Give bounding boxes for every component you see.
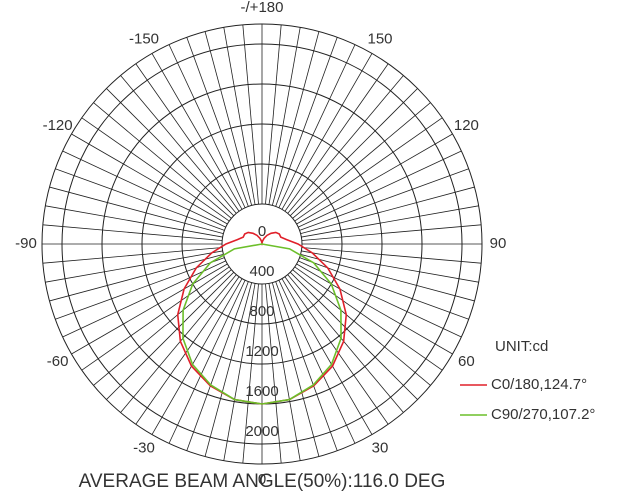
spoke (290, 272, 418, 400)
spoke (135, 63, 240, 212)
spoke (301, 250, 479, 283)
spoke (204, 31, 253, 206)
spoke (42, 247, 223, 264)
spoke (45, 250, 223, 283)
spoke (120, 274, 237, 413)
spoke (93, 269, 232, 386)
spoke (268, 27, 301, 205)
spoke (81, 117, 230, 222)
theta-tick-label: -/+180 (241, 0, 284, 16)
spoke (186, 37, 249, 207)
legend-label: C0/180,124.7° (491, 376, 587, 393)
theta-tick-label: -60 (47, 353, 69, 370)
spoke (62, 260, 226, 338)
spoke (42, 224, 223, 241)
spoke (55, 168, 225, 231)
theta-tick-label: 0 (258, 471, 266, 488)
grid-circle (181, 163, 343, 325)
spoke (301, 224, 482, 241)
spoke (287, 75, 404, 214)
theta-tick-label: 60 (458, 353, 475, 370)
spoke (168, 44, 246, 208)
spoke (223, 283, 256, 461)
annotation: AVERAGE BEAM ANGLE(50%):116.0 DEG (79, 471, 446, 492)
spoke (301, 247, 482, 264)
theta-tick-label: 30 (372, 439, 389, 456)
spoke (296, 133, 453, 225)
theta-tick-label: -30 (133, 439, 155, 456)
series-curve (182, 243, 342, 405)
grid-circle (221, 203, 303, 285)
spoke (292, 269, 431, 386)
theta-tick-label: -120 (43, 117, 73, 134)
spoke (301, 205, 479, 238)
theta-tick-label: 150 (367, 31, 392, 48)
spoke (300, 253, 475, 302)
spoke (223, 27, 256, 205)
r-tick-label: 1600 (245, 383, 278, 400)
theta-tick-label: -90 (15, 235, 37, 252)
r-tick-label: 0 (258, 223, 266, 240)
spoke (62, 150, 226, 228)
spoke (294, 117, 443, 222)
spoke (106, 272, 234, 400)
spoke (71, 133, 228, 225)
theta-tick-label: -150 (129, 31, 159, 48)
spoke (204, 282, 253, 457)
spoke (271, 31, 320, 206)
r-tick-label: 1200 (245, 343, 278, 360)
r-tick-label: 800 (249, 303, 274, 320)
spoke (49, 186, 224, 235)
spoke (287, 274, 404, 413)
spoke (281, 278, 373, 435)
spoke (106, 88, 234, 216)
spoke (278, 44, 356, 208)
spoke (265, 24, 282, 205)
r-tick-label: 2000 (245, 423, 278, 440)
grid-circle (141, 123, 383, 365)
spoke (298, 260, 462, 338)
spoke (186, 281, 249, 451)
spoke (151, 53, 243, 210)
spoke (242, 283, 259, 464)
grid-circle (61, 43, 463, 445)
spoke (271, 282, 320, 457)
spoke (268, 283, 301, 461)
spoke (120, 75, 237, 214)
r-tick-label: 400 (249, 263, 274, 280)
spoke (275, 37, 338, 207)
theta-tick-label: 120 (454, 117, 479, 134)
spoke (265, 283, 282, 464)
spoke (242, 24, 259, 205)
spoke (278, 280, 356, 444)
unit-label: UNIT:cd (495, 338, 548, 355)
spoke (292, 102, 431, 219)
spoke (71, 263, 228, 355)
spoke (93, 102, 232, 219)
theta-tick-label: 90 (490, 235, 507, 252)
spoke (284, 63, 389, 212)
spoke (49, 253, 224, 302)
spoke (299, 168, 469, 231)
spoke (298, 150, 462, 228)
spoke (300, 186, 475, 235)
spoke (290, 88, 418, 216)
spoke (294, 266, 443, 371)
spoke (296, 263, 453, 355)
spoke (168, 280, 246, 444)
spoke (281, 53, 373, 210)
spoke (45, 205, 223, 238)
spoke (275, 281, 338, 451)
legend-label: C90/270,107.2° (491, 406, 595, 423)
spoke (81, 266, 230, 371)
spoke (151, 278, 243, 435)
